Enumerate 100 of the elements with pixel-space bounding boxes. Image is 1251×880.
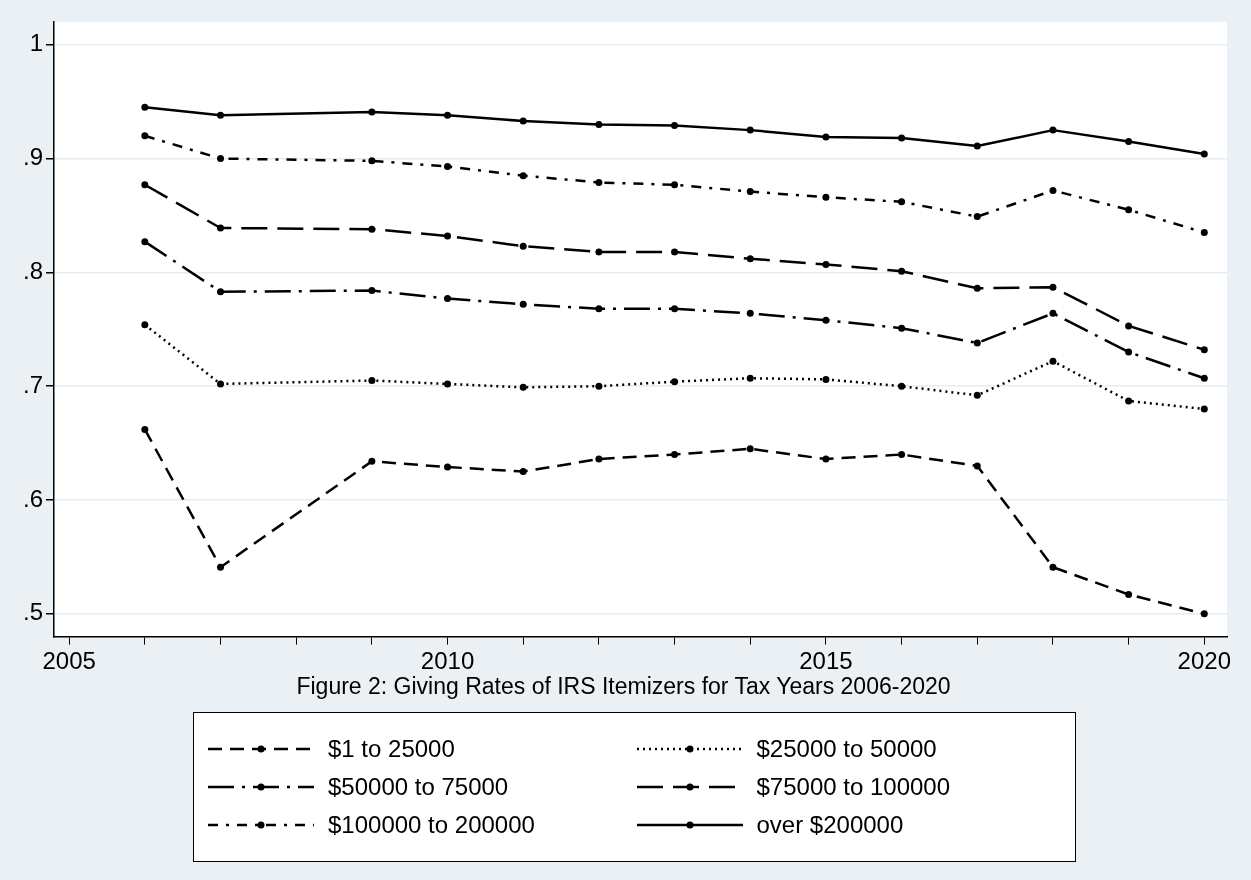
point xyxy=(746,445,754,453)
point xyxy=(822,375,830,383)
point xyxy=(973,284,981,292)
point xyxy=(519,242,527,250)
point xyxy=(746,255,754,263)
legend-label: $75000 to 100000 xyxy=(756,773,951,801)
point xyxy=(1049,309,1057,317)
point xyxy=(519,468,527,476)
point xyxy=(898,198,906,206)
point xyxy=(1200,229,1208,237)
legend-label: $100000 to 200000 xyxy=(328,811,535,839)
point xyxy=(898,134,906,142)
point xyxy=(822,316,830,324)
point xyxy=(217,563,224,571)
legend-label: $1 to 25000 xyxy=(328,735,455,763)
y-tick-label: .7 xyxy=(23,370,44,398)
point xyxy=(822,260,830,268)
point xyxy=(141,321,149,329)
point xyxy=(217,380,224,388)
point xyxy=(444,463,452,471)
point xyxy=(595,248,603,256)
point xyxy=(746,374,754,382)
point xyxy=(973,213,981,221)
text: Figure 2: Giving Rates of IRS Itemizers for Tax Years 2006-2020 xyxy=(296,672,951,699)
point xyxy=(141,132,149,140)
point xyxy=(1049,563,1057,571)
point xyxy=(368,225,376,233)
point xyxy=(519,383,527,391)
point xyxy=(595,382,603,390)
point xyxy=(973,391,981,399)
point xyxy=(822,455,830,463)
point xyxy=(1200,346,1208,354)
point xyxy=(368,157,376,165)
point xyxy=(519,117,527,125)
point xyxy=(671,378,679,386)
point xyxy=(217,224,224,232)
point xyxy=(1200,150,1208,158)
point xyxy=(217,111,224,119)
point xyxy=(368,287,376,295)
point xyxy=(1200,374,1208,382)
x-tick-label: 2010 xyxy=(420,646,475,674)
point xyxy=(444,111,452,119)
point xyxy=(141,181,149,189)
point xyxy=(746,126,754,134)
legend-label: over $200000 xyxy=(756,811,904,839)
point xyxy=(822,193,830,201)
point xyxy=(141,238,149,246)
point xyxy=(671,305,679,313)
point xyxy=(1049,126,1057,134)
point xyxy=(1125,322,1133,330)
point xyxy=(444,295,452,303)
point xyxy=(1125,206,1133,214)
point xyxy=(671,181,679,189)
point xyxy=(898,324,906,332)
point xyxy=(595,120,603,128)
point xyxy=(1125,348,1133,356)
point xyxy=(368,457,376,465)
point xyxy=(368,377,376,385)
point xyxy=(444,380,452,388)
point xyxy=(141,103,149,111)
point xyxy=(519,172,527,180)
y-tick-label: .6 xyxy=(23,484,44,512)
point xyxy=(973,462,981,470)
legend-label: $25000 to 50000 xyxy=(756,735,937,763)
point xyxy=(822,133,830,141)
point xyxy=(595,455,603,463)
point xyxy=(444,163,452,171)
y-tick-label: .9 xyxy=(23,143,44,171)
y-tick-label: .5 xyxy=(23,598,44,626)
x-tick-label: 2005 xyxy=(42,646,96,674)
point xyxy=(217,288,224,296)
point xyxy=(898,382,906,390)
point xyxy=(444,232,452,240)
point xyxy=(1049,357,1057,365)
point xyxy=(1049,186,1057,194)
y-tick-label: .8 xyxy=(23,257,44,285)
point xyxy=(671,248,679,256)
point xyxy=(973,339,981,347)
point xyxy=(368,108,376,116)
point xyxy=(898,451,906,458)
point xyxy=(1125,590,1133,598)
point xyxy=(1200,405,1208,413)
point xyxy=(746,309,754,317)
point xyxy=(1125,138,1133,146)
point xyxy=(595,305,603,313)
point xyxy=(217,155,224,163)
x-tick-label: 2020 xyxy=(1177,646,1231,674)
point xyxy=(973,142,981,150)
point xyxy=(898,267,906,275)
point xyxy=(1125,397,1133,405)
point xyxy=(671,451,679,458)
point xyxy=(1049,283,1057,291)
point xyxy=(141,425,149,433)
point xyxy=(595,178,603,186)
point xyxy=(746,188,754,196)
legend-label: $50000 to 75000 xyxy=(328,773,509,801)
point xyxy=(519,300,527,308)
point xyxy=(671,122,679,130)
x-tick-label: 2015 xyxy=(799,646,853,674)
point xyxy=(1200,610,1208,618)
